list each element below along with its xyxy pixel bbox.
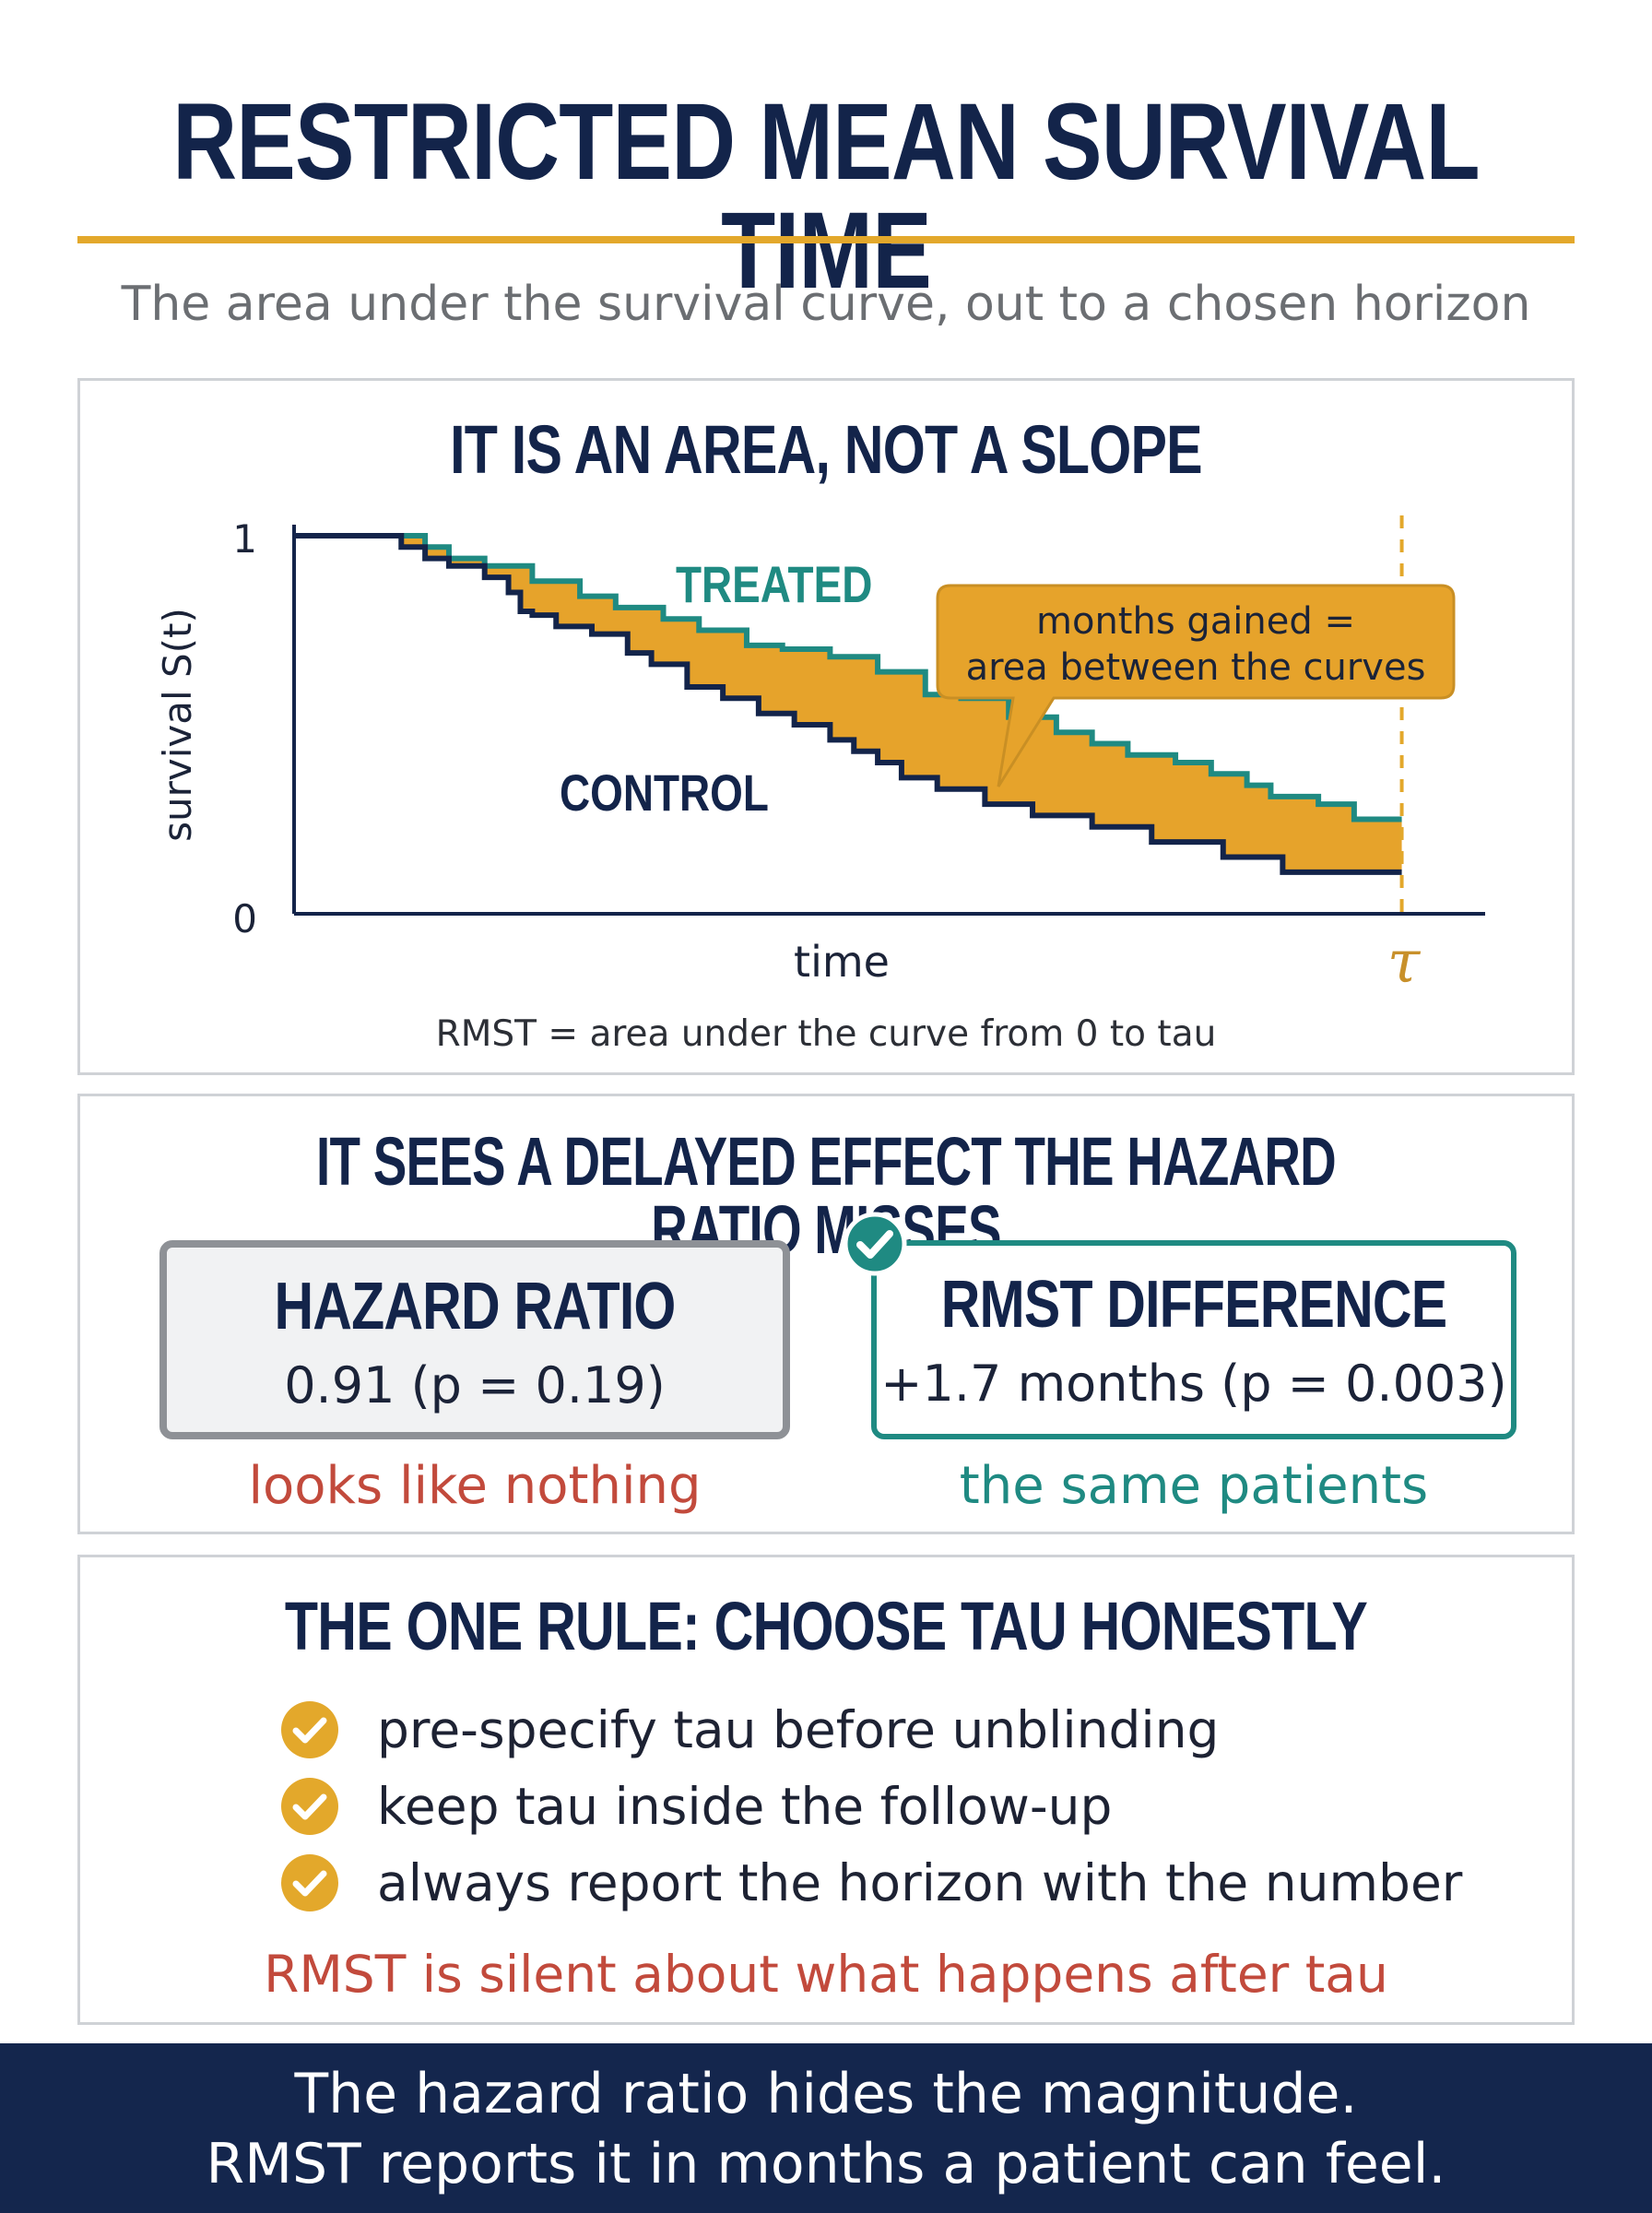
series-line-control — [294, 533, 1402, 875]
rule-item: pre-specify tau before unblinding — [279, 1698, 1219, 1762]
footer-line-2: RMST reports it in months a patient can … — [206, 2132, 1446, 2196]
rmst-difference-note: the same patients — [959, 1456, 1429, 1516]
rule-item: keep tau inside the follow-up — [279, 1774, 1112, 1839]
title-underline — [77, 236, 1575, 243]
page-subtitle: The area under the survival curve, out t… — [121, 277, 1531, 332]
y-tick-label: 0 — [232, 896, 257, 941]
hazard-ratio-card: HAZARD RATIO 0.91 (p = 0.19) — [159, 1240, 790, 1439]
check-badge-icon — [843, 1212, 907, 1276]
panel-compare: IT SEES A DELAYED EFFECT THE HAZARD RATI… — [77, 1094, 1575, 1534]
rule-item: always report the horizon with the numbe… — [279, 1851, 1462, 1915]
check-circle-icon — [281, 1701, 338, 1758]
rmst-difference-value: +1.7 months (p = 0.003) — [880, 1355, 1507, 1413]
panel-compare-heading: IT SEES A DELAYED EFFECT THE HAZARD RATI… — [316, 1123, 1337, 1268]
panel-rule-heading: THE ONE RULE: CHOOSE TAU HONESTLY — [284, 1588, 1368, 1664]
chart-caption: RMST = area under the curve from 0 to ta… — [435, 1013, 1217, 1055]
rmst-difference-card: RMST DIFFERENCE +1.7 months (p = 0.003) — [871, 1240, 1516, 1439]
rule-item-text: keep tau inside the follow-up — [377, 1777, 1113, 1836]
series-label-treated: TREATED — [676, 556, 872, 613]
hazard-ratio-title: HAZARD RATIO — [274, 1270, 676, 1343]
check-circle-icon — [281, 1778, 338, 1835]
footer-banner: The hazard ratio hides the magnitude. RM… — [0, 2043, 1652, 2213]
callout-text: months gained = — [1036, 600, 1355, 643]
survival-chart: 1 0 survival S(t) time τ TREATED CONTROL months… — [155, 515, 1485, 997]
hazard-ratio-note: looks like nothing — [248, 1456, 702, 1516]
x-axis-label: time — [794, 937, 890, 987]
panel-rule: THE ONE RULE: CHOOSE TAU HONESTLY pre-sp… — [77, 1555, 1575, 2025]
callout-bubble — [936, 584, 1456, 787]
rule-item-text: always report the horizon with the numbe… — [377, 1853, 1463, 1912]
area-between-curves — [294, 536, 1402, 872]
tau-label: τ — [1387, 929, 1422, 997]
panel-area-heading: IT IS AN AREA, NOT A SLOPE — [450, 411, 1203, 488]
y-tick-label: 1 — [232, 516, 257, 562]
series-line-treated — [294, 533, 1402, 822]
hazard-ratio-value: 0.91 (p = 0.19) — [284, 1356, 666, 1414]
rule-item-text: pre-specify tau before unblinding — [377, 1700, 1220, 1759]
rule-warning: RMST is silent about what happens after … — [264, 1945, 1388, 2004]
rmst-difference-title: RMST DIFFERENCE — [940, 1268, 1447, 1342]
panel-area: IT IS AN AREA, NOT A SLOPE 1 0 survival S(… — [77, 378, 1575, 1075]
series-label-control: CONTROL — [560, 764, 769, 822]
footer-line-1: The hazard ratio hides the magnitude. — [294, 2062, 1358, 2126]
y-axis-label: survival S(t) — [155, 608, 200, 842]
callout-text: area between the curves — [966, 646, 1426, 689]
page-title: RESTRICTED MEAN SURVIVAL TIME — [172, 81, 1480, 312]
check-circle-icon — [281, 1854, 338, 1911]
